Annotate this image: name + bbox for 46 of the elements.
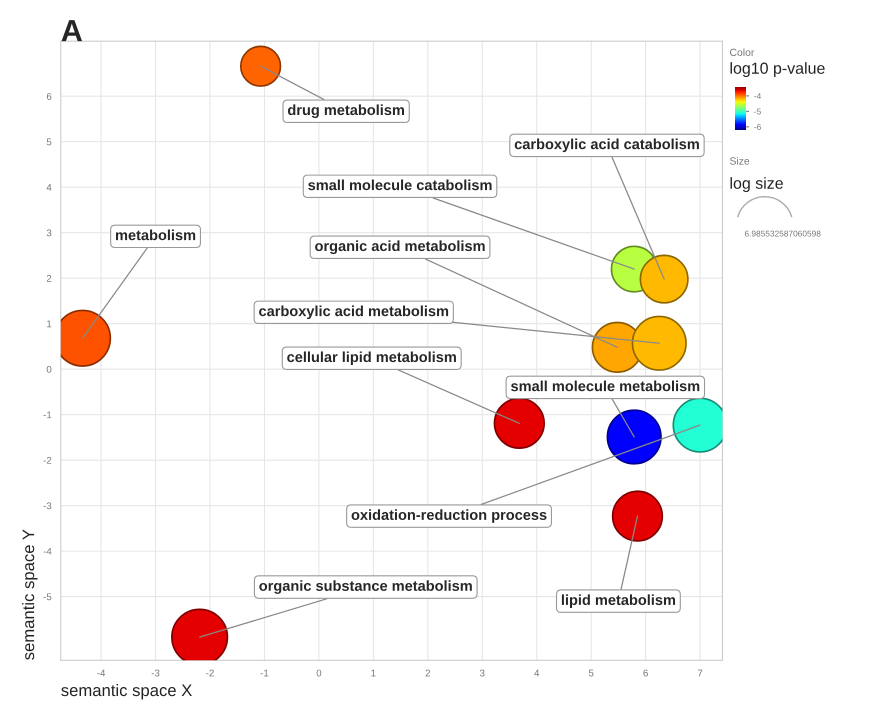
annotation: small molecule catabolism — [308, 179, 492, 190]
color-bar-title: log10 p-value — [730, 62, 825, 78]
x-tick-label: -2 — [206, 670, 214, 676]
y-tick-label: 6 — [46, 92, 52, 100]
x-tick-label: 6 — [643, 670, 648, 676]
x-tick-label: 2 — [426, 670, 430, 676]
x-tick-label: -3 — [152, 670, 160, 676]
annotation: lipid metabolism — [562, 594, 676, 608]
x-axis-title: semantic space X — [61, 684, 192, 700]
color-bar-label: -5 — [754, 108, 761, 114]
y-tick-label: 3 — [46, 229, 52, 236]
x-tick-label: 1 — [371, 670, 376, 676]
y-tick-label: 2 — [46, 274, 52, 282]
text: 6.985532587060598 — [744, 230, 821, 237]
x-tick-label: 7 — [698, 670, 702, 676]
y-tick-label: 5 — [46, 138, 52, 146]
annotation: metabolism — [116, 230, 196, 240]
y-tick-label: -2 — [44, 456, 52, 464]
annotation: carboxylic acid metabolism — [259, 306, 448, 320]
x-tick-label: 0 — [316, 670, 322, 676]
color-bar-label: -4 — [754, 93, 762, 99]
text: log size — [730, 177, 783, 192]
annotation: oxidation-reduction process — [352, 509, 547, 523]
y-axis-title: semantic space Y — [22, 529, 38, 660]
y-tick-label: -3 — [44, 502, 52, 510]
annotation: drug metabolism — [288, 104, 404, 118]
color-bar-label: -6 — [754, 124, 761, 130]
y-tick-label: -5 — [44, 593, 52, 600]
y-tick-label: 0 — [46, 366, 52, 373]
y-tick-label: 4 — [46, 184, 52, 191]
annotation: organic substance metabolism — [259, 580, 472, 594]
annotation: cellular lipid metabolism — [287, 351, 456, 366]
y-tick-label: -4 — [44, 548, 52, 555]
annotation: carboxylic acid catabolism — [514, 138, 699, 152]
x-tick-label: 5 — [588, 670, 594, 676]
x-tick-label: -1 — [260, 670, 268, 676]
x-tick-label: 4 — [534, 670, 540, 676]
text: Color — [730, 48, 754, 56]
y-tick-label: 1 — [47, 320, 52, 328]
chart-title: A — [62, 20, 82, 42]
y-tick-label: -1 — [44, 411, 52, 418]
x-tick-label: -4 — [97, 670, 106, 676]
x-tick-label: 3 — [480, 670, 485, 676]
annotation: organic acid metabolism — [315, 240, 485, 254]
text: Size — [730, 157, 750, 165]
annotation: small molecule metabolism — [511, 380, 700, 392]
